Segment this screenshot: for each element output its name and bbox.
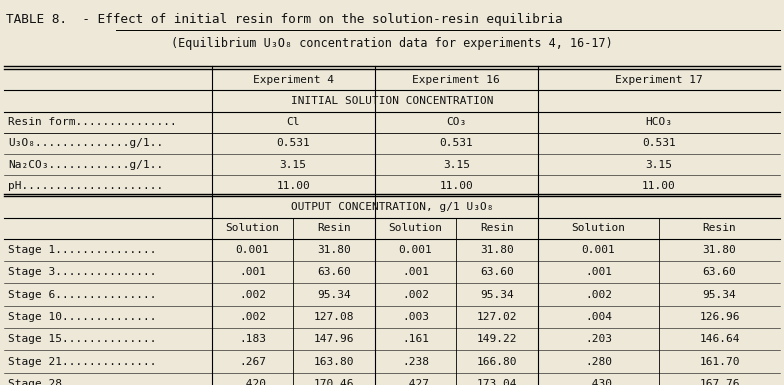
Text: HCO₃: HCO₃	[645, 117, 673, 127]
Text: .238: .238	[402, 357, 429, 367]
Text: 31.80: 31.80	[702, 245, 736, 255]
Text: Stage 10..............: Stage 10..............	[8, 312, 156, 322]
Text: .001: .001	[585, 267, 612, 277]
Text: Stage 21..............: Stage 21..............	[8, 357, 156, 367]
Text: OUTPUT CONCENTRATION, g/1 U₃O₈: OUTPUT CONCENTRATION, g/1 U₃O₈	[291, 202, 493, 212]
Text: 147.96: 147.96	[314, 334, 354, 344]
Text: (Equilibrium U₃O₈ concentration data for experiments 4, 16-17): (Equilibrium U₃O₈ concentration data for…	[171, 37, 613, 50]
Text: 63.60: 63.60	[317, 267, 351, 277]
Text: 3.15: 3.15	[645, 160, 673, 169]
Text: Stage 15..............: Stage 15..............	[8, 334, 156, 344]
Text: 3.15: 3.15	[443, 160, 470, 169]
Text: 11.00: 11.00	[276, 181, 310, 191]
Text: .203: .203	[585, 334, 612, 344]
Text: Experiment 16: Experiment 16	[412, 75, 500, 85]
Text: Resin: Resin	[702, 223, 736, 233]
Text: 63.60: 63.60	[702, 267, 736, 277]
Text: Resin: Resin	[480, 223, 514, 233]
Text: Cl: Cl	[286, 117, 300, 127]
Text: .003: .003	[402, 312, 429, 322]
Text: Experiment 4: Experiment 4	[252, 75, 334, 85]
Text: .004: .004	[585, 312, 612, 322]
Text: .420: .420	[239, 379, 266, 385]
Text: .280: .280	[585, 357, 612, 367]
Text: 0.531: 0.531	[276, 139, 310, 148]
Text: Resin form...............: Resin form...............	[8, 117, 176, 127]
Text: .161: .161	[402, 334, 429, 344]
Text: .183: .183	[239, 334, 266, 344]
Text: Solution: Solution	[226, 223, 279, 233]
Text: pH.....................: pH.....................	[8, 181, 163, 191]
Text: 146.64: 146.64	[699, 334, 740, 344]
Text: Solution: Solution	[389, 223, 442, 233]
Text: 11.00: 11.00	[642, 181, 676, 191]
Text: Stage 1...............: Stage 1...............	[8, 245, 156, 255]
Text: 126.96: 126.96	[699, 312, 740, 322]
Text: 127.08: 127.08	[314, 312, 354, 322]
Text: .002: .002	[402, 290, 429, 300]
Text: 3.15: 3.15	[280, 160, 307, 169]
Text: 0.531: 0.531	[642, 139, 676, 148]
Text: 95.34: 95.34	[480, 290, 514, 300]
Text: Experiment 17: Experiment 17	[615, 75, 702, 85]
Text: .001: .001	[402, 267, 429, 277]
Text: 0.001: 0.001	[398, 245, 433, 255]
Text: Solution: Solution	[572, 223, 626, 233]
Text: 170.46: 170.46	[314, 379, 354, 385]
Text: .001: .001	[239, 267, 266, 277]
Text: 31.80: 31.80	[480, 245, 514, 255]
Text: 166.80: 166.80	[477, 357, 517, 367]
Text: 127.02: 127.02	[477, 312, 517, 322]
Text: .430: .430	[585, 379, 612, 385]
Text: Na₂CO₃............g/1..: Na₂CO₃............g/1..	[8, 160, 163, 169]
Text: 0.531: 0.531	[439, 139, 474, 148]
Text: 173.04: 173.04	[477, 379, 517, 385]
Text: 0.001: 0.001	[582, 245, 615, 255]
Text: 31.80: 31.80	[317, 245, 351, 255]
Text: 11.00: 11.00	[439, 181, 474, 191]
Text: Resin: Resin	[317, 223, 351, 233]
Text: 95.34: 95.34	[317, 290, 351, 300]
Text: CO₃: CO₃	[446, 117, 466, 127]
Text: Stage 28..............: Stage 28..............	[8, 379, 156, 385]
Text: .267: .267	[239, 357, 266, 367]
Text: 149.22: 149.22	[477, 334, 517, 344]
Text: Stage 6...............: Stage 6...............	[8, 290, 156, 300]
Text: 167.76: 167.76	[699, 379, 740, 385]
Text: 95.34: 95.34	[702, 290, 736, 300]
Text: U₃O₈..............g/1..: U₃O₈..............g/1..	[8, 139, 163, 148]
Text: INITIAL SOLUTION CONCENTRATION: INITIAL SOLUTION CONCENTRATION	[291, 96, 493, 106]
Text: .002: .002	[239, 312, 266, 322]
Text: Stage 3...............: Stage 3...............	[8, 267, 156, 277]
Text: 0.001: 0.001	[235, 245, 270, 255]
Text: 63.60: 63.60	[480, 267, 514, 277]
Text: 163.80: 163.80	[314, 357, 354, 367]
Text: .427: .427	[402, 379, 429, 385]
Text: 161.70: 161.70	[699, 357, 740, 367]
Text: .002: .002	[585, 290, 612, 300]
Text: TABLE 8.  - Effect of initial resin form on the solution-resin equilibria: TABLE 8. - Effect of initial resin form …	[6, 13, 563, 26]
Text: .002: .002	[239, 290, 266, 300]
